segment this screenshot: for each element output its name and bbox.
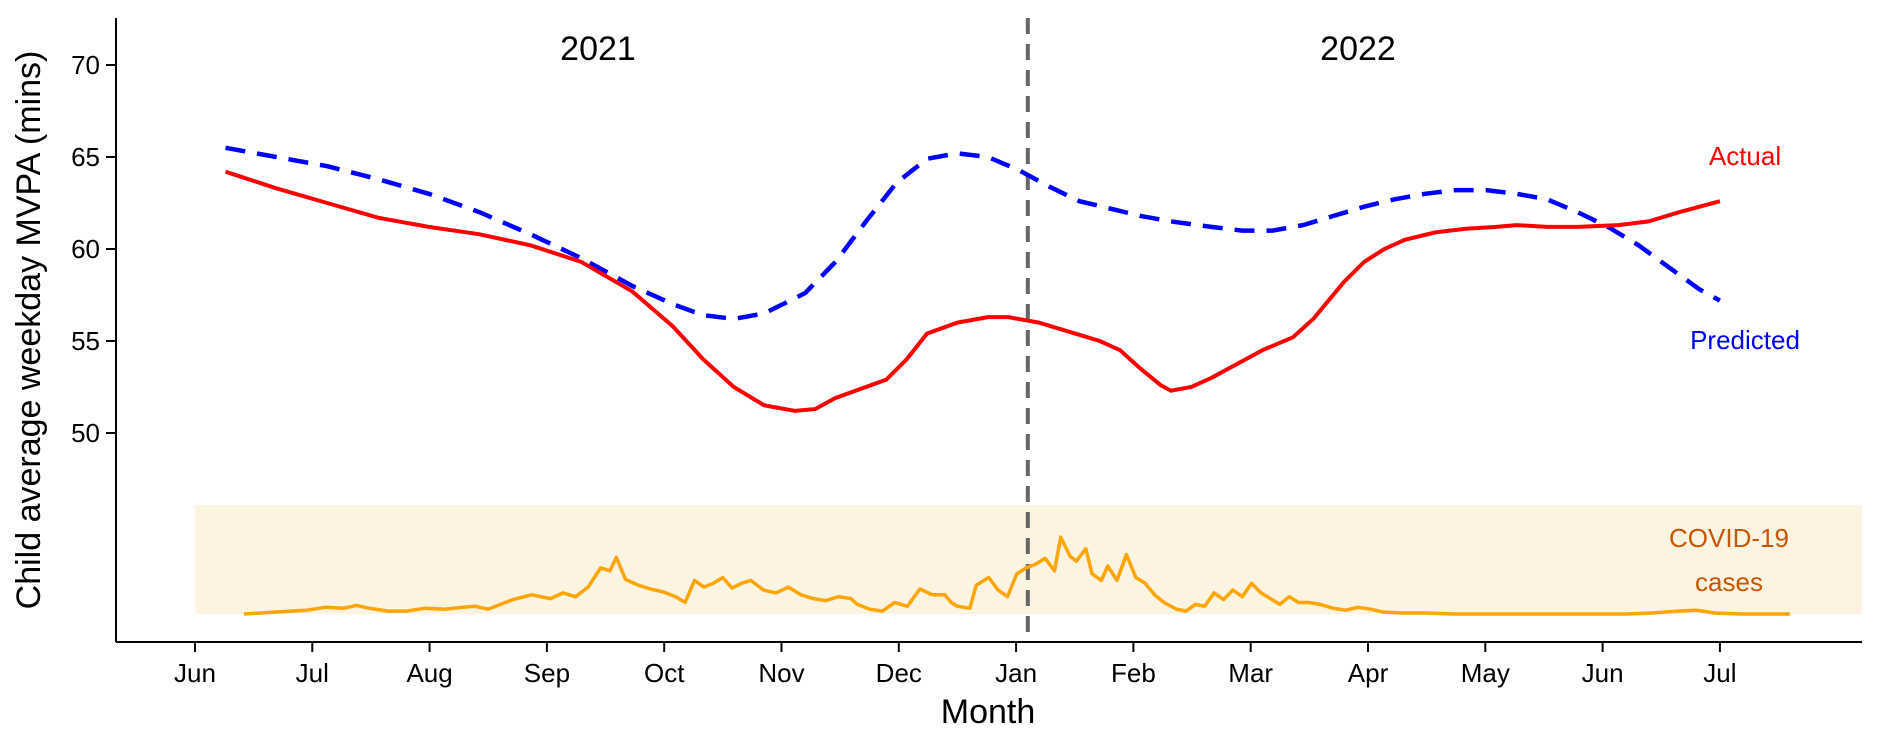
y-tick-label: 70 (71, 50, 100, 80)
covid-cases-line (243, 535, 1790, 616)
actual-series-line (224, 169, 1721, 413)
x-tick-label: Feb (1111, 658, 1156, 688)
x-tick-label: Oct (644, 658, 685, 688)
x-tick-label: May (1461, 658, 1510, 688)
actual-series-label: Actual (1709, 141, 1781, 171)
y-axis-ticks: 50 55 60 65 70 (71, 50, 116, 448)
y-tick-label: 55 (71, 326, 100, 356)
x-tick-label: Sep (524, 658, 570, 688)
x-tick-label: Aug (406, 658, 452, 688)
x-tick-label: Jul (1703, 658, 1736, 688)
x-axis-title: Month (941, 693, 1036, 731)
predicted-series-line (225, 145, 1721, 322)
predicted-series-label: Predicted (1690, 325, 1800, 355)
x-tick-label: Jul (296, 658, 329, 688)
y-axis-title: Child average weekday MVPA (mins) (10, 51, 48, 610)
covid-label-line1: COVID-19 (1669, 523, 1789, 553)
x-tick-label: Jan (995, 658, 1037, 688)
y-tick-label: 50 (71, 418, 100, 448)
covid-label-line2: cases (1695, 567, 1763, 597)
x-tick-label: Nov (758, 658, 804, 688)
x-tick-label: Mar (1228, 658, 1273, 688)
x-tick-label: Dec (876, 658, 922, 688)
x-axis-ticks: Jun Jul Aug Sep Oct Nov Dec Jan Feb Mar Apr May Jun J… (174, 642, 1737, 688)
x-tick-label: Jun (174, 658, 216, 688)
x-tick-label: Jun (1582, 658, 1624, 688)
year-label-2022: 2022 (1320, 30, 1396, 68)
y-tick-label: 60 (71, 234, 100, 264)
y-tick-label: 65 (71, 142, 100, 172)
year-label-2021: 2021 (560, 30, 636, 68)
x-tick-label: Apr (1348, 658, 1389, 688)
